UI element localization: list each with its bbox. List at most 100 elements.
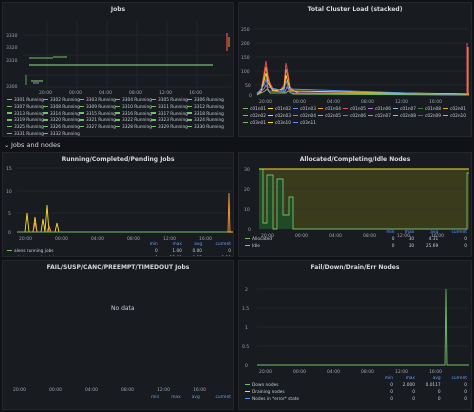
legend-item[interactable]: c02n04 [293,113,316,120]
legend-row[interactable]: alens running jobs 0 1.00 0.00 0 [5,248,233,255]
legend-column-header[interactable]: avg [432,376,441,381]
chevron-down-icon[interactable]: ⌄ [4,141,10,149]
rcp-panel[interactable]: Running/Completed/Pending Jobs 15 10 5 0… [2,152,234,257]
legend-item[interactable]: 3301 Running [7,97,44,104]
legend-item[interactable]: 3317 Running [151,111,188,118]
legend-row[interactable]: Nodes in *error* state 0 0 0 0 [243,396,469,403]
legend-item[interactable]: 3306 Running [187,97,224,104]
legend-item[interactable]: 3331 Running [7,131,44,136]
legend-column-header[interactable]: current [215,395,231,400]
legend-item[interactable]: 3332 Running [43,131,80,136]
legend-swatch [79,119,84,121]
legend-column-header[interactable]: min [386,230,395,235]
legend-item[interactable]: c01n02 [268,106,291,113]
legend-item[interactable]: 3312 Running [187,104,224,111]
legend-item[interactable]: c02n05 [318,113,341,120]
legend-item[interactable]: 3321 Running [79,117,116,124]
legend-column-header[interactable]: current [451,230,467,235]
legend-item[interactable]: 3310 Running [115,104,152,111]
legend-item[interactable]: c01n07 [393,106,416,113]
legend-item[interactable]: 3304 Running [115,97,152,104]
aci-panel[interactable]: Allocated/Completing/Idle Nodes 30 20 10… [238,152,472,257]
legend-column-header[interactable]: min [149,242,158,247]
legend-item[interactable]: c02n02 [243,113,266,120]
legend-item[interactable]: c02n07 [368,113,391,120]
legend-column-header[interactable]: min [151,395,160,400]
legend-item[interactable]: 3315 Running [79,111,116,118]
legend-label: 3311 Running [158,104,188,110]
legend-item[interactable]: 3307 Running [7,104,44,111]
legend-value-min: 0 [390,397,393,402]
fail-jobs-axis: 20:00 00:00 04:00 08:00 12:00 16:00 [13,387,206,393]
legend-item[interactable]: 3326 Running [43,124,80,131]
legend-item[interactable]: 3313 Running [7,111,44,118]
row-title[interactable]: Jobs and nodes [11,141,61,149]
legend-item[interactable]: 3325 Running [7,124,44,131]
legend-item[interactable]: c02n06 [343,113,366,120]
legend-item[interactable]: c01n08 [418,106,441,113]
legend-item[interactable]: 3319 Running [7,117,44,124]
legend-row[interactable]: Down nodes 0 2.000 0.0117 0 [243,382,469,389]
legend-row[interactable]: mitsica running jobs015.000.159.00 [5,255,233,256]
legend-item[interactable]: 3305 Running [151,97,188,104]
cluster-load-panel[interactable]: Total Cluster Load (stacked) 250 200 150… [238,2,472,137]
legend-item[interactable]: c03n11 [293,120,316,127]
legend-item[interactable]: 3328 Running [115,124,152,131]
legend-item[interactable]: 3308 Running [43,104,80,111]
fail-jobs-title[interactable]: FAIL/SUSP/CANC/PREEMPT/TIMEDOUT Jobs [46,264,190,271]
legend-row[interactable]: Allocated 0 30 4.31 0 [243,236,469,243]
legend-column-header[interactable]: avg [194,242,203,247]
legend-item[interactable]: c03n10 [268,120,291,127]
legend-column-header[interactable]: avg [191,395,200,400]
down-nodes-title[interactable]: Fail/Down/Drain/Err Nodes [310,264,400,271]
legend-item[interactable]: 3323 Running [151,117,188,124]
aci-title[interactable]: Allocated/Completing/Idle Nodes [299,156,411,163]
legend-item[interactable]: c01n04 [318,106,341,113]
legend-item[interactable]: 3330 Running [187,124,224,131]
legend-item[interactable]: c01n05 [343,106,366,113]
row-jobs-and-nodes[interactable]: ⌄ Jobs and nodes [0,139,474,151]
legend-item[interactable]: c02n01 [443,106,466,113]
legend-item[interactable]: 3322 Running [115,117,152,124]
legend-column-header[interactable]: max [405,376,415,381]
legend-item[interactable]: 3303 Running [79,97,116,104]
legend-item[interactable]: c01n01 [243,106,266,113]
legend-column-header[interactable]: current [451,376,467,381]
legend-item[interactable]: 3311 Running [151,104,188,111]
legend-item[interactable]: c03n01 [243,120,266,127]
legend-item[interactable]: c01n06 [368,106,391,113]
legend-item[interactable]: c01n03 [293,106,316,113]
legend-row[interactable]: Idle 0 30 25.69 0 [243,243,469,250]
legend-item[interactable]: c02n10 [443,113,466,120]
legend-item[interactable]: c02n03 [268,113,291,120]
fail-jobs-panel[interactable]: FAIL/SUSP/CANC/PREEMPT/TIMEDOUT Jobs No … [2,260,234,410]
legend-column-header[interactable]: max [404,230,415,235]
legend-item[interactable]: 3327 Running [79,124,116,131]
legend-item[interactable]: c02n09 [418,113,441,120]
legend-item[interactable]: c02n08 [393,113,416,120]
legend-item[interactable]: 3320 Running [43,117,80,124]
legend-item[interactable]: 3302 Running [43,97,80,104]
legend-label: 3309 Running [86,104,116,110]
legend-column-header[interactable]: max [171,395,181,400]
legend-item[interactable]: 3316 Running [115,111,152,118]
legend-value-current: 0 [464,244,467,249]
cluster-load-title[interactable]: Total Cluster Load (stacked) [307,6,403,13]
rcp-title[interactable]: Running/Completed/Pending Jobs [61,156,175,163]
jobs-panel-title[interactable]: Jobs [110,6,126,13]
legend-label: 3301 Running [14,98,44,103]
legend-column-header[interactable]: avg [430,230,439,235]
legend-item[interactable]: 3318 Running [187,111,224,118]
legend-item[interactable]: 3314 Running [43,111,80,118]
legend-item[interactable]: 3324 Running [187,117,224,124]
legend-row[interactable]: Draining nodes 0 0 0 0 [243,389,469,396]
legend-item[interactable]: 3329 Running [151,124,188,131]
legend-swatch [245,390,250,393]
legend-label: 3314 Running [50,111,80,117]
jobs-panel[interactable]: Jobs 3330 3320 3310 3300 20:00 00:00 04:… [2,2,234,137]
legend-column-header[interactable]: max [172,242,182,247]
legend-column-header[interactable]: min [384,376,393,381]
legend-item[interactable]: 3309 Running [79,104,116,111]
legend-column-header[interactable]: current [215,242,231,247]
down-nodes-panel[interactable]: Fail/Down/Drain/Err Nodes 2 1.5 1 0.5 0 … [238,260,472,410]
